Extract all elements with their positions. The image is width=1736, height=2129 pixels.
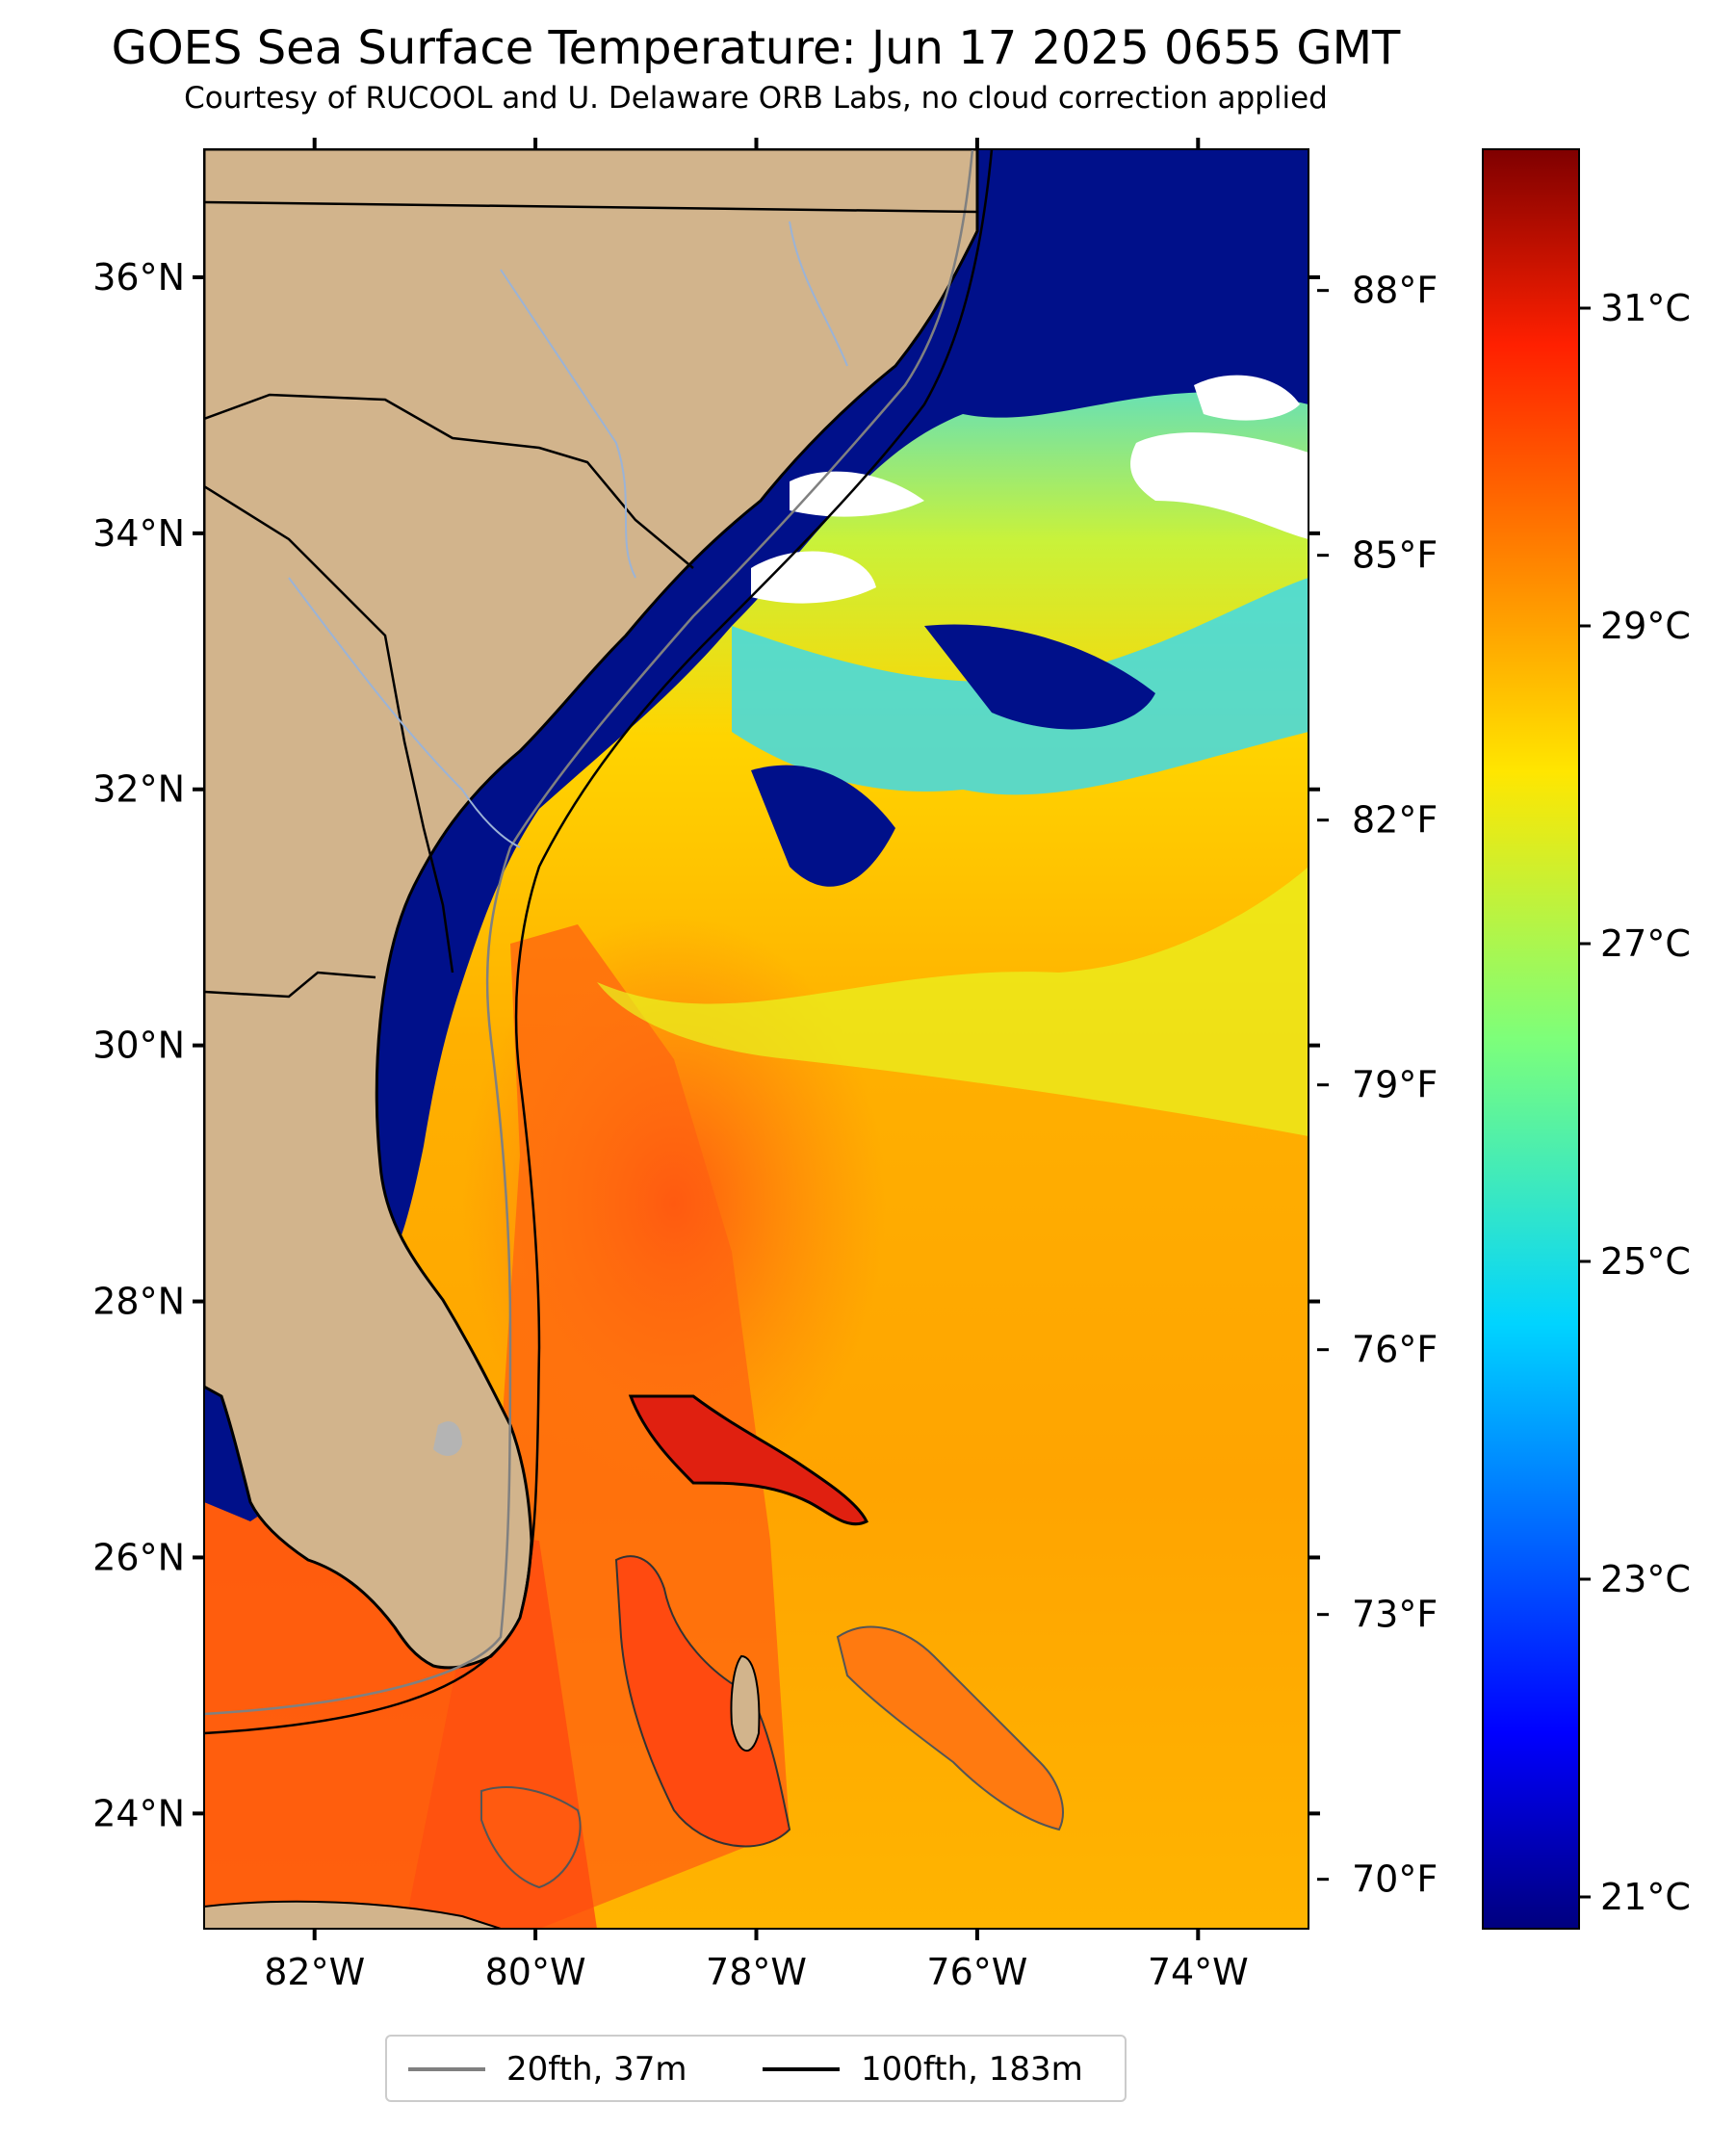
- lat-tick-label: 26°N: [92, 1536, 185, 1578]
- map-title: GOES Sea Surface Temperature: Jun 17 202…: [111, 21, 1401, 75]
- state-border: [204, 200, 978, 214]
- isobath-20fth: [204, 149, 974, 1716]
- lon-tick-label: 76°W: [926, 1951, 1027, 1993]
- cold-filament: [924, 624, 1155, 730]
- river: [500, 269, 636, 579]
- lon-tick-label: 80°W: [485, 1951, 586, 1993]
- lon-tick-label: 78°W: [706, 1951, 807, 1993]
- lat-tick-label: 36°N: [92, 256, 185, 299]
- exuma-bank: [836, 1625, 1064, 1831]
- great-bahama-bank: [614, 1555, 791, 1848]
- legend-entry-20fth: 20fth, 37m: [408, 2050, 687, 2089]
- fahrenheit-tick-label: 76°F: [1352, 1329, 1438, 1371]
- river: [288, 577, 521, 848]
- cold-eddy: [751, 765, 895, 887]
- colorbar-celsius-label: 31°C: [1600, 287, 1691, 329]
- lat-tick-label: 28°N: [92, 1281, 185, 1323]
- fahrenheit-tick-label: 70°F: [1352, 1858, 1438, 1901]
- cloud-patch: [790, 471, 924, 517]
- longitude-axis: 82°W 80°W 78°W 76°W 74°W: [264, 138, 1249, 1993]
- state-border: [204, 484, 454, 974]
- colorbar-celsius-label: 25°C: [1600, 1240, 1691, 1283]
- lake-okeechobee: [433, 1421, 462, 1456]
- state-border: [204, 393, 694, 569]
- colorbar-celsius-axis: 31°C 29°C 27°C 25°C 23°C 21°C: [1579, 287, 1691, 1918]
- lat-tick-label: 30°N: [92, 1025, 185, 1067]
- cloud-patch: [1194, 375, 1300, 421]
- legend-swatch-100fth: [763, 2067, 840, 2071]
- isobath-100fth: [204, 149, 994, 1735]
- lon-tick-label: 82°W: [264, 1951, 365, 1993]
- fahrenheit-tick-label: 88°F: [1352, 270, 1438, 312]
- lat-tick-label: 34°N: [92, 512, 185, 555]
- fahrenheit-tick-label: 85°F: [1352, 534, 1438, 577]
- fahrenheit-axis: 88°F 85°F 82°F 79°F 76°F 73°F 70°F: [1317, 270, 1438, 1901]
- us-southeast-land: [204, 149, 979, 1670]
- lat-tick-label: 32°N: [92, 768, 185, 811]
- cuba-coast: [204, 1900, 502, 1929]
- map-subtitle: Courtesy of RUCOOL and U. Delaware ORB L…: [184, 81, 1328, 116]
- state-border: [204, 971, 376, 999]
- cool-band: [597, 867, 1308, 1136]
- fahrenheit-tick-label: 73°F: [1352, 1594, 1438, 1636]
- latitude-axis: 36°N 34°N 32°N 30°N 28°N 26°N 24°N: [92, 256, 1320, 1834]
- fahrenheit-tick-label: 79°F: [1352, 1064, 1438, 1106]
- colorbar-celsius-label: 27°C: [1600, 922, 1691, 965]
- river: [789, 221, 848, 367]
- legend-label-20fth: 20fth, 37m: [506, 2050, 687, 2089]
- legend-entry-100fth: 100fth, 183m: [763, 2050, 1083, 2089]
- legend-label-100fth: 100fth, 183m: [861, 2050, 1083, 2089]
- fahrenheit-tick-label: 82°F: [1352, 799, 1438, 842]
- cloud-patch: [1130, 432, 1308, 539]
- warm-eddy: [462, 915, 886, 1493]
- colorbar-celsius-label: 29°C: [1600, 605, 1691, 647]
- little-bahama-bank: [628, 1394, 869, 1526]
- lon-tick-label: 74°W: [1148, 1951, 1249, 1993]
- andros-island: [730, 1654, 761, 1753]
- colorbar-celsius-label: 21°C: [1600, 1876, 1691, 1918]
- cay-sal-bank: [480, 1786, 582, 1889]
- colorbar-celsius-label: 23°C: [1600, 1558, 1691, 1600]
- map-panel[interactable]: [204, 149, 1308, 1929]
- legend-swatch-20fth: [408, 2067, 485, 2071]
- lat-tick-label: 24°N: [92, 1792, 185, 1834]
- isobath-legend: 20fth, 37m 100fth, 183m: [385, 2035, 1127, 2102]
- colorbar: [1482, 148, 1580, 1930]
